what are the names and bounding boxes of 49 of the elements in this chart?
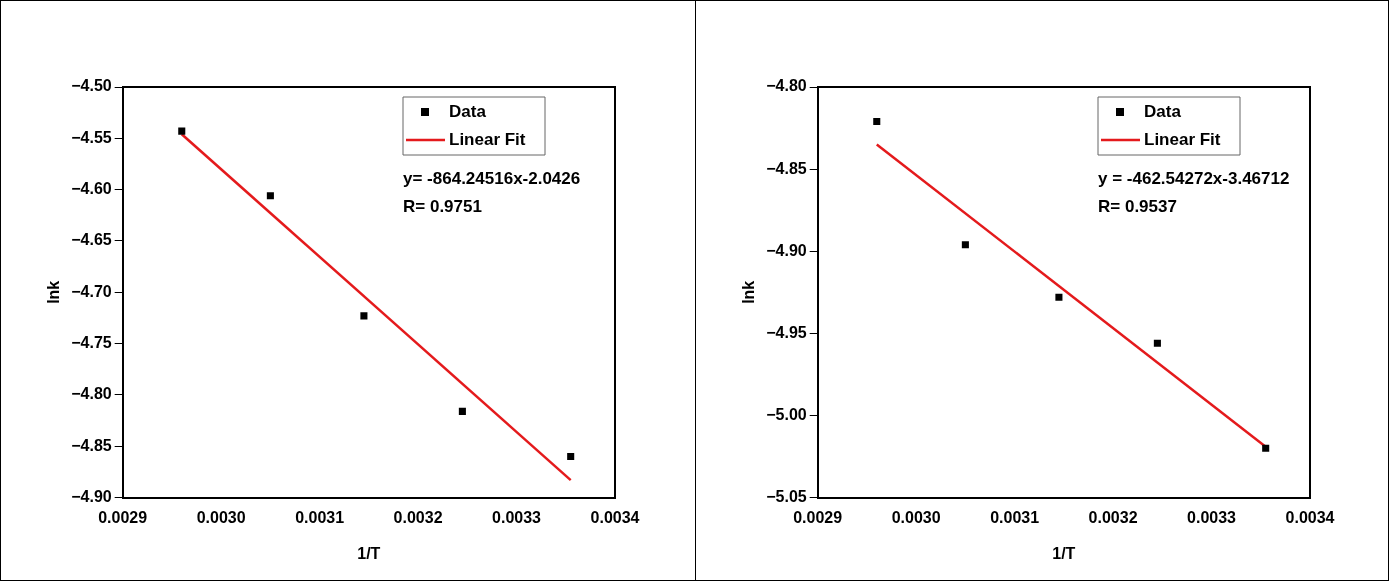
y-tick-label: −4.50 (71, 77, 112, 95)
x-tick-label: 0.0033 (492, 508, 542, 526)
point (1054, 293, 1062, 301)
y-tick-label: −4.80 (71, 385, 112, 403)
y-tick-label: −5.05 (765, 488, 807, 506)
point (567, 453, 575, 461)
x-tick-label: 0.0034 (590, 508, 640, 526)
y-tick-label: −4.70 (71, 282, 112, 300)
point (266, 192, 274, 200)
x-axis-title: 1/T (357, 544, 381, 562)
x-tick-label: 0.0030 (891, 508, 941, 526)
y-tick-label: −4.55 (71, 128, 112, 146)
y-axis-title: lnk (45, 280, 63, 304)
legend-label: Data (1143, 101, 1181, 121)
y-tick-label: −5.00 (765, 405, 807, 423)
legend-label: Linear Fit (449, 129, 526, 149)
point (1261, 444, 1269, 452)
x-tick-label: 0.0029 (792, 508, 842, 526)
y-tick-label: −4.85 (71, 436, 112, 454)
point (1153, 339, 1161, 347)
x-axis-title: 1/T (1051, 544, 1076, 562)
annotation: R= 0.9751 (403, 196, 482, 216)
point (961, 241, 969, 249)
x-tick-label: 0.0032 (393, 508, 443, 526)
point (872, 117, 880, 126)
legend-label: Data (449, 101, 487, 121)
x-tick-label: 0.0033 (1186, 508, 1236, 526)
x-tick-label: 0.0032 (1088, 508, 1138, 526)
y-tick-label: −4.75 (71, 334, 112, 352)
legend-label: Linear Fit (1143, 129, 1221, 149)
y-tick-label: −4.95 (765, 323, 807, 341)
y-tick-label: −4.90 (765, 241, 807, 259)
y-tick-label: −4.65 (71, 231, 112, 249)
point (178, 127, 186, 135)
x-tick-label: 0.0031 (989, 508, 1039, 526)
annotation: y = -462.54272x-3.46712 (1097, 168, 1289, 188)
x-tick-label: 0.0031 (295, 508, 345, 526)
y-tick-label: −4.60 (71, 180, 112, 198)
y-tick-label: −4.80 (765, 77, 807, 95)
point (458, 407, 466, 415)
x-tick-label: 0.0029 (98, 508, 148, 526)
x-tick-label: 0.0034 (1285, 508, 1335, 526)
annotation: R= 0.9537 (1097, 196, 1177, 216)
y-axis-title: lnk (739, 280, 757, 304)
annotation: y= -864.24516x-2.0426 (403, 168, 581, 188)
y-tick-label: −4.85 (765, 159, 807, 177)
point (360, 312, 368, 320)
x-tick-label: 0.0030 (196, 508, 246, 526)
y-tick-label: −4.90 (71, 488, 112, 506)
